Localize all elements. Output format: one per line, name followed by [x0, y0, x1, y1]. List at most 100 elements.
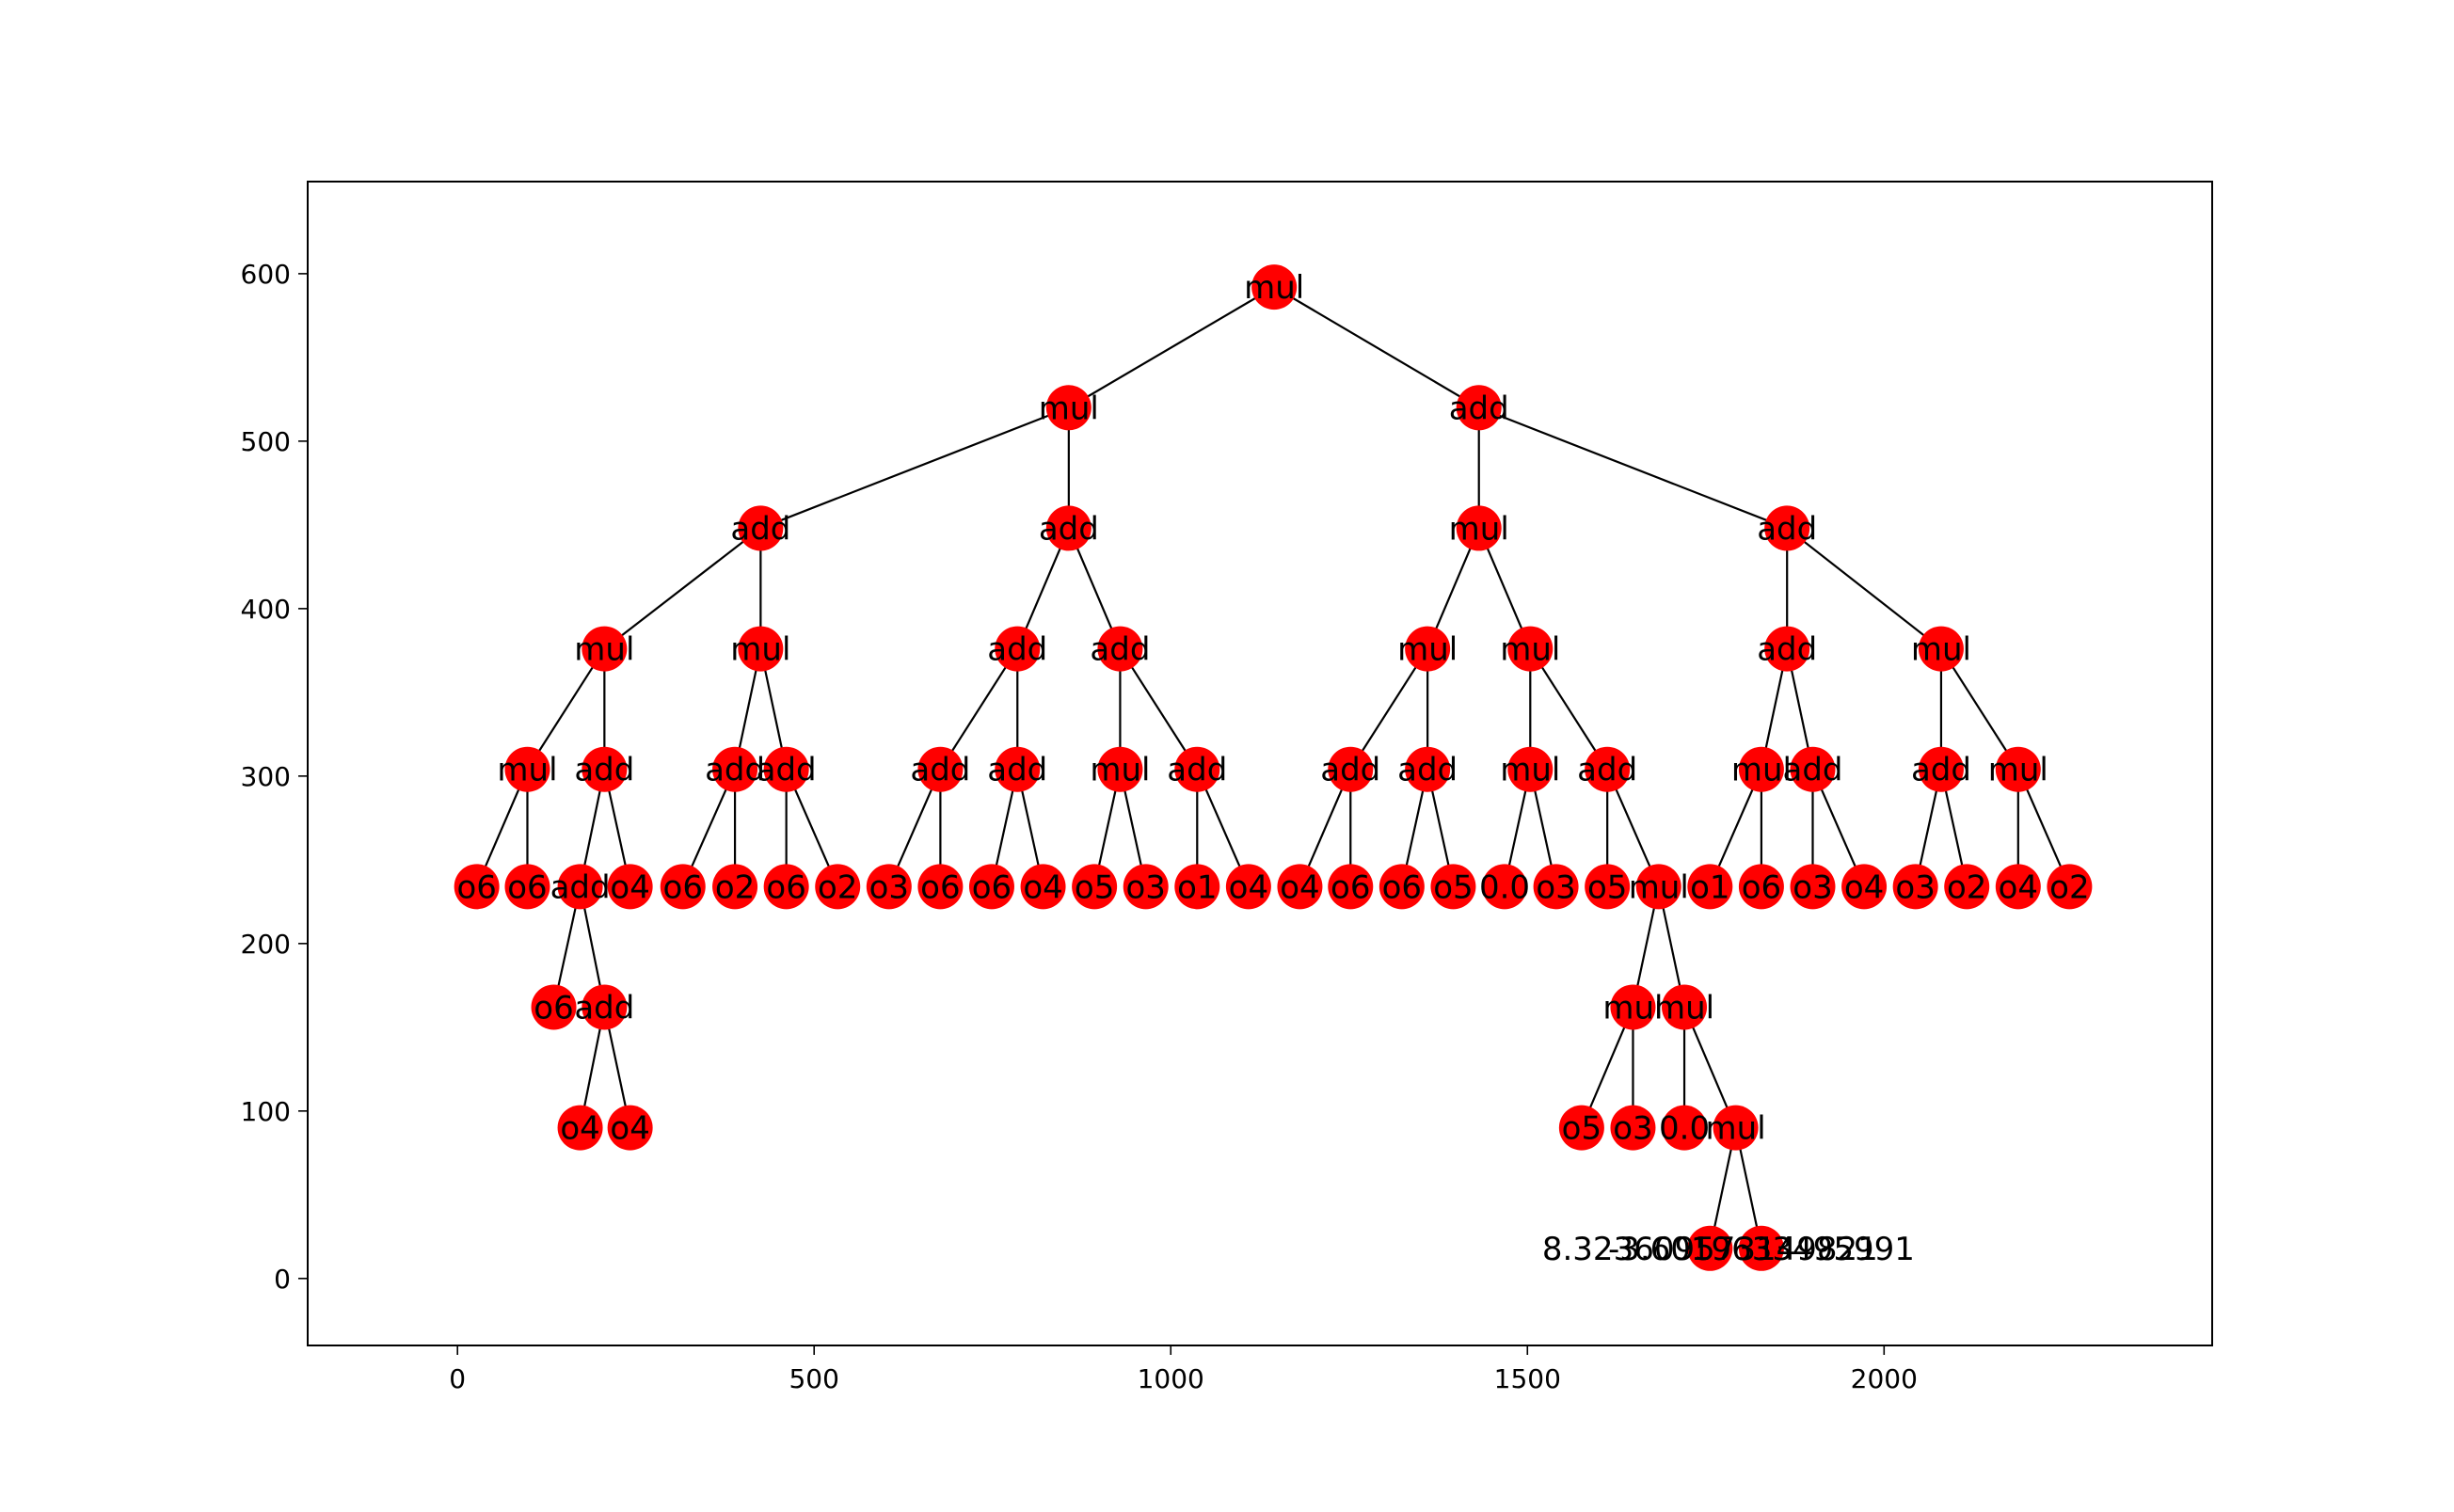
tree-node [738, 626, 784, 672]
node-label: o3 [1125, 868, 1165, 906]
node-label: add [1167, 752, 1227, 789]
tree-node [1405, 746, 1451, 792]
node-label: mul [1449, 510, 1509, 548]
node-label: o3 [869, 868, 909, 906]
tree-node [1328, 746, 1374, 792]
node-label: add [574, 989, 634, 1027]
tree-node [582, 984, 628, 1030]
node-label: add [1782, 752, 1842, 789]
node-label: add [1449, 390, 1509, 427]
tree-node [1918, 626, 1964, 672]
node-label: o1 [1690, 868, 1729, 906]
tree-node [1378, 864, 1425, 910]
node-label: o2 [715, 868, 755, 906]
node-label: add [1090, 631, 1150, 669]
tree-node [1277, 864, 1323, 910]
node-label: 0.0 [1479, 868, 1530, 906]
tree-edge [1119, 647, 1199, 771]
node-label: add [1757, 510, 1817, 548]
node-label: add [550, 868, 611, 906]
tree-node [1072, 864, 1118, 910]
tree-node [738, 505, 784, 551]
node-label: add [1911, 752, 1971, 789]
tree-edge [759, 406, 1070, 530]
tree-node [1918, 746, 1964, 792]
tree-node [1764, 505, 1810, 551]
tree-node [1507, 746, 1554, 792]
tree-node [1430, 864, 1476, 910]
tree-node [1174, 864, 1220, 910]
tree-edge [1349, 647, 1429, 771]
node-label: add [987, 752, 1047, 789]
node-label: o1 [1177, 868, 1217, 906]
node-label: o6 [766, 868, 805, 906]
y-tick-label: 400 [241, 594, 291, 625]
node-label: o5 [1562, 1110, 1601, 1148]
node-label: o3 [1793, 868, 1832, 906]
node-label: mul [1039, 390, 1099, 427]
x-tick-label: 2000 [1851, 1363, 1918, 1394]
y-tick-label: 100 [241, 1096, 291, 1127]
tree-node [995, 626, 1041, 672]
node-label: o5 [1587, 868, 1627, 906]
tree-node [607, 1105, 653, 1151]
tree-node [712, 864, 758, 910]
tree-node [866, 864, 912, 910]
node-label: add [1039, 510, 1099, 548]
node-label: mul [1629, 868, 1689, 906]
node-label: o4 [1229, 868, 1268, 906]
node-label: o3 [1536, 868, 1575, 906]
node-label: mul [1706, 1110, 1766, 1148]
node-label: o3 [1895, 868, 1935, 906]
node-label: mul [730, 631, 790, 669]
tree-node [1533, 864, 1579, 910]
node-label: o4 [1280, 868, 1319, 906]
tree-node [1738, 746, 1784, 792]
tree-node [712, 746, 758, 792]
tree-node [1610, 984, 1656, 1030]
y-tick-label: 500 [241, 426, 291, 457]
y-tick-label: 600 [241, 259, 291, 290]
node-label: add [705, 752, 765, 789]
node-label: mul [497, 752, 557, 789]
tree-node [1405, 626, 1451, 672]
node-label: mul [1731, 752, 1792, 789]
tree-node [1585, 746, 1631, 792]
axes-frame [307, 181, 2213, 1346]
tree-node [1045, 385, 1092, 431]
tree-node [1123, 864, 1169, 910]
tree-edge [1786, 527, 1942, 650]
tree-edge [526, 647, 606, 771]
node-label: mul [1988, 752, 2048, 789]
x-tick-label: 500 [789, 1363, 838, 1394]
tree-node [2047, 864, 2093, 910]
tree-node [917, 746, 964, 792]
node-label: o2 [2049, 868, 2089, 906]
node-label: o6 [456, 868, 496, 906]
tree-edge [603, 527, 762, 650]
node-label: o6 [1742, 868, 1781, 906]
tree-node [1995, 746, 2041, 792]
node-label: mul [1397, 631, 1458, 669]
node-label: o3 [1613, 1110, 1652, 1148]
tree-node [1995, 864, 2041, 910]
tree-node [531, 984, 577, 1030]
tree-node [815, 864, 861, 910]
node-label: mul [1911, 631, 1971, 669]
y-tick-label: 300 [241, 761, 291, 792]
node-label: add [1577, 752, 1637, 789]
node-label: mul [1244, 269, 1304, 307]
tree-node [557, 864, 603, 910]
node-label: mul [1500, 752, 1560, 789]
tree-node [1251, 264, 1298, 310]
tree-node [968, 864, 1014, 910]
node-label: o6 [1382, 868, 1422, 906]
tree-node [1045, 505, 1092, 551]
tree-node [995, 746, 1041, 792]
tree-node [557, 1105, 603, 1151]
tree-node [582, 626, 628, 672]
node-label: o4 [1023, 868, 1062, 906]
node-label: o4 [1844, 868, 1884, 906]
tree-node [763, 746, 809, 792]
